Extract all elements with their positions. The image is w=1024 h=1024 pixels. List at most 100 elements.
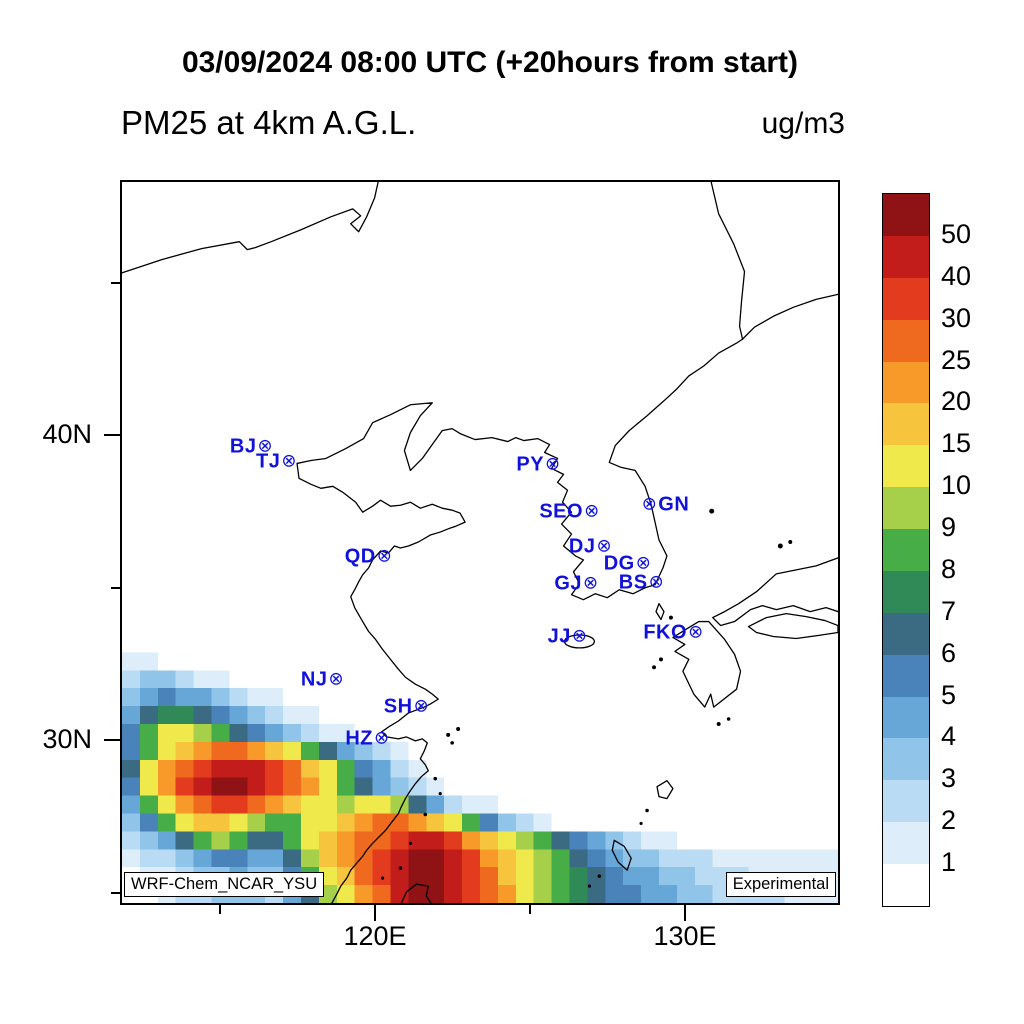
pm25-grid-cell	[462, 867, 480, 886]
pm25-grid-cell	[390, 813, 409, 832]
station-tj: TJ⊗	[256, 451, 298, 474]
pm25-grid-cell	[265, 688, 284, 707]
pm25-grid-cell	[462, 885, 480, 903]
pm25-grid-cell	[265, 759, 284, 778]
mainland-coastline	[296, 338, 744, 903]
y-axis-label: 30N	[42, 724, 92, 754]
pm25-grid-cell	[390, 795, 409, 814]
experimental-tag: Experimental	[725, 872, 836, 897]
pm25-grid-cell	[515, 813, 534, 832]
pm25-grid-cell	[408, 759, 427, 778]
honshu-coastline	[712, 557, 838, 627]
pm25-grid-cell	[336, 849, 355, 868]
pm25-grid-cell	[301, 813, 319, 832]
pm25-grid-cell	[122, 688, 140, 707]
pm25-grid-cell	[122, 777, 140, 796]
pm25-grid-cell	[157, 723, 176, 742]
pm25-grid-cell	[122, 741, 140, 760]
colorbar-tick-label: 10	[941, 470, 972, 501]
pm25-grid-cell	[139, 688, 158, 707]
colorbar-tick-label: 9	[941, 512, 957, 543]
pm25-grid-cell	[390, 741, 409, 760]
colorbar-tick-label: 40	[941, 260, 972, 291]
pm25-grid-cell	[122, 670, 140, 689]
pm25-grid-cell	[462, 813, 480, 832]
pm25-grid-cell	[175, 831, 194, 850]
pm25-grid-cell	[139, 795, 158, 814]
station-label: SEO	[539, 500, 584, 523]
pm25-grid-cell	[265, 813, 284, 832]
station-label: QD	[344, 545, 376, 568]
pm25-grid-cell	[301, 741, 319, 760]
pm25-grid-cell	[122, 759, 140, 778]
pm25-grid-cell	[139, 670, 158, 689]
pm25-grid-cell	[372, 795, 391, 814]
okinawa-island	[611, 839, 632, 871]
pm25-grid-cell	[193, 688, 212, 707]
pm25-grid-cell	[283, 831, 301, 850]
station-nj: NJ⊗	[301, 669, 345, 692]
pm25-grid-cell	[480, 795, 498, 814]
border-line-northeast	[710, 182, 746, 340]
pm25-grid-cell	[426, 831, 445, 850]
pm25-grid-cell	[301, 849, 319, 868]
pm25-grid-cell	[247, 795, 266, 814]
pm25-grid-cell	[336, 777, 355, 796]
page-title: 03/09/2024 08:00 UTC (+20hours from star…	[181, 46, 799, 79]
pm25-grid-cell	[175, 706, 194, 724]
pm25-grid-cell	[623, 885, 642, 903]
pm25-grid-cell	[694, 885, 713, 903]
pm25-grid-cell	[533, 813, 552, 832]
pm25-grid-cell	[122, 849, 140, 868]
pm25-grid-cell	[354, 831, 373, 850]
kyushu-coastline	[672, 620, 742, 708]
pm25-grid-cell	[497, 849, 516, 868]
pm25-concentration-layer	[122, 652, 838, 903]
station-marker-icon: ⊗	[374, 727, 390, 748]
pm25-grid-cell	[139, 849, 158, 868]
pm25-grid-cell	[659, 849, 677, 868]
pm25-grid-cell	[175, 849, 194, 868]
pm25-grid-cell	[157, 670, 176, 689]
units-label: ug/m3	[761, 107, 845, 140]
pm25-grid-cell	[139, 741, 158, 760]
pm25-grid-cell	[676, 885, 695, 903]
pm25-grid-cell	[426, 777, 445, 796]
axis-tick	[374, 905, 376, 921]
station-label: TJ	[256, 450, 281, 473]
pm25-grid-cell	[408, 831, 427, 850]
pm25-grid-cell	[462, 831, 480, 850]
pm25-grid-cell	[211, 777, 230, 796]
pm25-grid-cell	[318, 723, 337, 742]
colorbar-segment	[883, 277, 929, 320]
pm25-grid-cell	[283, 813, 301, 832]
variable-label: PM25 at 4km A.G.L.	[121, 104, 417, 141]
pm25-grid-cell	[372, 759, 391, 778]
pm25-grid-cell	[265, 777, 284, 796]
station-bj: BJ⊗	[230, 436, 274, 459]
colorbar-tick-label: 50	[941, 218, 972, 249]
pm25-grid-cell	[283, 777, 301, 796]
taiwan-north-tip	[400, 883, 432, 903]
station-label: BJ	[229, 435, 257, 458]
pm25-grid-cell	[211, 759, 230, 778]
station-dg: DG⊗	[604, 553, 653, 576]
colorbar-tick-label: 7	[941, 595, 957, 626]
russia-coastline	[741, 293, 838, 340]
pm25-grid-cell	[318, 777, 337, 796]
pm25-grid-cell	[372, 867, 391, 886]
pm25-grid-cell	[354, 885, 373, 903]
pm25-grid-cell	[247, 741, 266, 760]
pm25-grid-cell	[605, 867, 624, 886]
station-gn: ⊗GN	[641, 494, 690, 517]
pm25-grid-cell	[157, 777, 176, 796]
pm25-grid-cell	[444, 885, 463, 903]
station-label: SH	[383, 695, 413, 718]
pm25-grid-cell	[157, 813, 176, 832]
colorbar-segment	[883, 194, 929, 236]
pm25-grid-cell	[283, 759, 301, 778]
pm25-grid-cell	[229, 813, 248, 832]
pm25-grid-cell	[462, 849, 480, 868]
station-marker-icon: ⊗	[328, 668, 345, 689]
border-line-northwest	[122, 182, 379, 274]
